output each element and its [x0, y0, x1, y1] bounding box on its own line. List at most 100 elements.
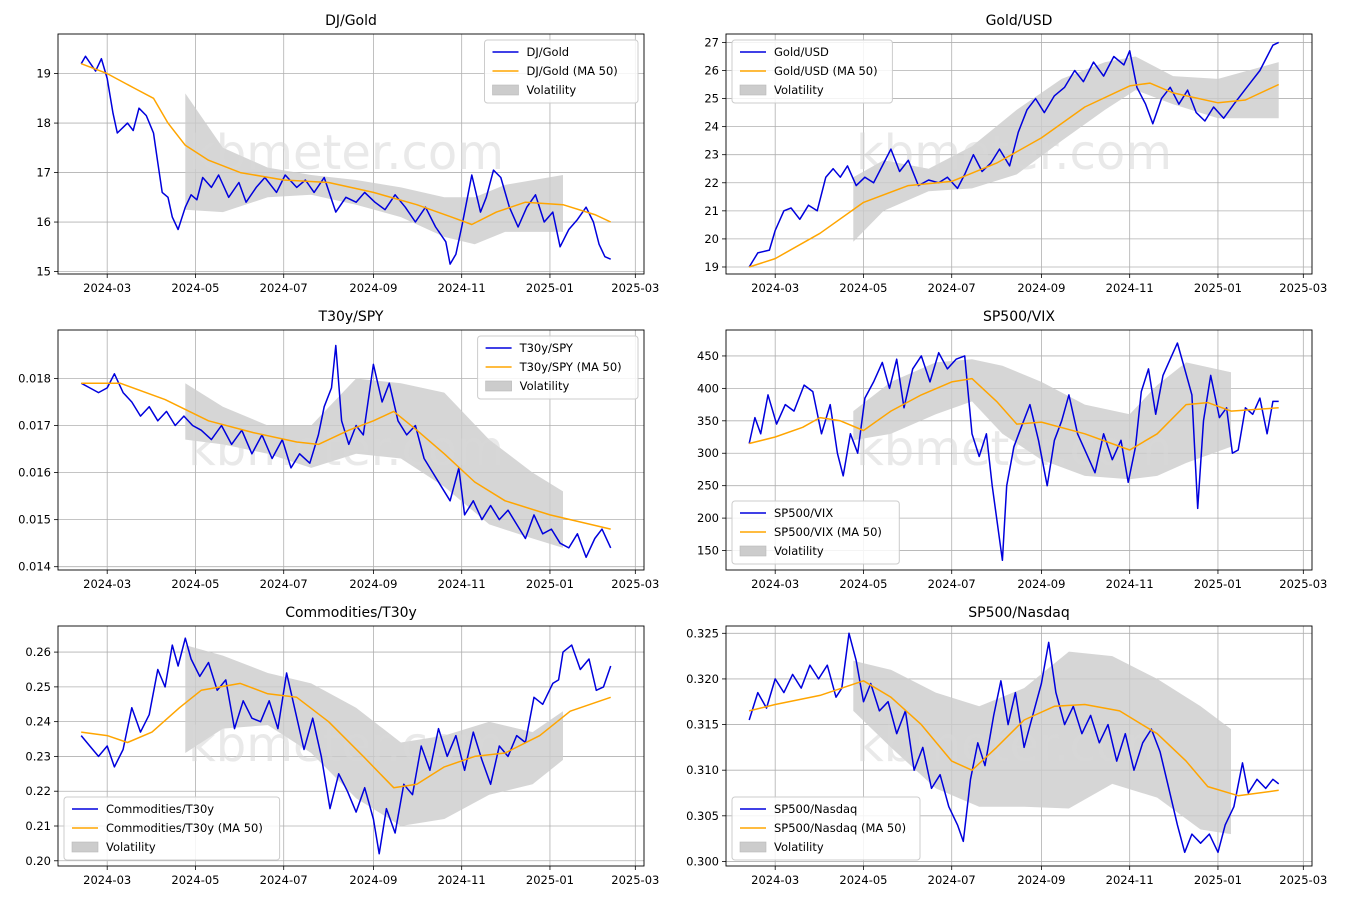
legend-volatility-label: Volatility — [774, 544, 824, 558]
x-tick-label: 2024-11 — [1106, 873, 1154, 887]
y-tick-label: 0.325 — [686, 626, 719, 640]
legend-volatility-label: Volatility — [774, 840, 824, 854]
y-tick-label: 22 — [704, 176, 719, 190]
plot-area: kbmeter.com — [748, 342, 1279, 562]
x-tick-label: 2024-09 — [1017, 873, 1065, 887]
series-line — [80, 55, 611, 265]
chart-title: DJ/Gold — [325, 13, 377, 29]
x-tick-label: 2025-03 — [1279, 577, 1327, 591]
volatility-band — [853, 651, 1231, 835]
y-tick-label: 0.20 — [25, 854, 51, 868]
x-tick-label: 2024-05 — [839, 281, 887, 295]
plot-area: kbmeter.com — [80, 55, 612, 265]
x-tick-label: 2024-03 — [83, 577, 131, 591]
ma-line — [80, 62, 612, 226]
x-tick-label: 2025-01 — [1194, 577, 1242, 591]
y-tick-label: 0.305 — [686, 809, 719, 823]
x-tick-label: 2025-03 — [611, 281, 659, 295]
y-tick-label: 400 — [697, 381, 719, 395]
y-tick-label: 16 — [36, 215, 51, 229]
y-tick-label: 19 — [704, 260, 719, 274]
chart-title: Commodities/T30y — [285, 605, 417, 621]
y-tick-label: 21 — [704, 204, 719, 218]
legend-ma-label: Commodities/T30y (MA 50) — [106, 821, 263, 835]
legend-volatility-swatch — [71, 841, 99, 853]
watermark: kbmeter.com — [188, 125, 504, 181]
legend-series-label: SP500/Nasdaq — [774, 802, 857, 816]
y-tick-label: 0.014 — [18, 560, 51, 574]
x-tick-label: 2024-05 — [171, 281, 219, 295]
legend-ma-label: SP500/VIX (MA 50) — [774, 525, 882, 539]
watermark: kbmeter.com — [856, 717, 1172, 773]
x-tick-label: 2025-03 — [1279, 281, 1327, 295]
legend: DJ/Gold DJ/Gold (MA 50) Volatility — [484, 39, 639, 104]
y-tick-label: 0.25 — [25, 680, 51, 694]
x-tick-label: 2024-03 — [83, 873, 131, 887]
y-tick-label: 200 — [697, 511, 719, 525]
y-tick-label: 20 — [704, 232, 719, 246]
y-tick-label: 0.26 — [25, 645, 51, 659]
x-tick-label: 2024-05 — [171, 577, 219, 591]
x-tick-label: 2024-11 — [1106, 577, 1154, 591]
x-tick-label: 2024-05 — [171, 873, 219, 887]
legend: T30y/SPY T30y/SPY (MA 50) Volatility — [477, 335, 639, 400]
series-line — [80, 344, 612, 559]
series-line — [748, 632, 1280, 854]
y-tick-label: 0.300 — [686, 854, 719, 868]
y-tick-label: 0.24 — [25, 715, 51, 729]
legend-volatility-swatch — [739, 545, 767, 557]
y-tick-label: 0.315 — [686, 718, 719, 732]
y-tick-label: 0.22 — [25, 784, 51, 798]
legend-box — [63, 796, 281, 861]
y-tick-label: 0.018 — [18, 371, 51, 385]
series-line — [748, 342, 1279, 562]
legend-box — [731, 796, 921, 861]
legend: Commodities/T30y Commodities/T30y (MA 50)… — [63, 796, 281, 861]
legend-volatility-label: Volatility — [106, 840, 156, 854]
x-tick-label: 2024-07 — [928, 281, 976, 295]
x-tick-label: 2024-07 — [928, 873, 976, 887]
chart-title: T30y/SPY — [318, 309, 384, 325]
legend-box — [731, 39, 893, 104]
y-tick-label: 25 — [704, 92, 719, 106]
x-tick-label: 2024-05 — [839, 577, 887, 591]
axes-frame — [725, 33, 1313, 275]
y-tick-label: 24 — [704, 120, 719, 134]
legend-ma-label: T30y/SPY (MA 50) — [519, 360, 622, 374]
x-tick-label: 2024-07 — [260, 577, 308, 591]
y-tick-label: 0.017 — [18, 419, 51, 433]
x-tick-label: 2024-09 — [349, 577, 397, 591]
chart-panel: SP500/VIX 2024-03 2024-05 2024-07 2024-09 202… — [697, 309, 1327, 591]
x-tick-label: 2025-01 — [526, 281, 574, 295]
x-tick-label: 2025-01 — [1194, 281, 1242, 295]
legend-volatility-swatch — [485, 380, 512, 392]
legend: SP500/VIX SP500/VIX (MA 50) Volatility — [731, 500, 900, 565]
legend-volatility-label: Volatility — [527, 83, 577, 97]
chart-panel: Commodities/T30y 2024-03 2024-05 2024-07 202… — [25, 605, 659, 887]
axes-frame — [725, 625, 1313, 867]
volatility-band — [185, 378, 564, 548]
y-tick-label: 23 — [704, 148, 719, 162]
series-line — [748, 41, 1280, 268]
plot-area: kbmeter.com — [80, 637, 612, 855]
ma-line — [81, 682, 611, 789]
legend-box — [484, 39, 639, 104]
axes-frame — [57, 329, 645, 571]
x-tick-label: 2024-11 — [438, 577, 486, 591]
x-tick-label: 2024-03 — [751, 873, 799, 887]
y-tick-label: 250 — [697, 479, 719, 493]
y-tick-label: 18 — [36, 116, 51, 130]
legend-series-label: Gold/USD — [774, 45, 829, 59]
y-tick-label: 0.015 — [18, 513, 51, 527]
legend-series-label: DJ/Gold — [527, 45, 570, 59]
legend-ma-label: Gold/USD (MA 50) — [774, 64, 878, 78]
x-tick-label: 2024-07 — [928, 577, 976, 591]
y-tick-label: 0.320 — [686, 672, 719, 686]
legend-volatility-swatch — [739, 841, 767, 853]
x-tick-label: 2024-07 — [260, 281, 308, 295]
x-tick-label: 2024-03 — [83, 281, 131, 295]
legend-volatility-label: Volatility — [774, 83, 824, 97]
y-tick-label: 300 — [697, 446, 719, 460]
volatility-band — [185, 645, 564, 826]
